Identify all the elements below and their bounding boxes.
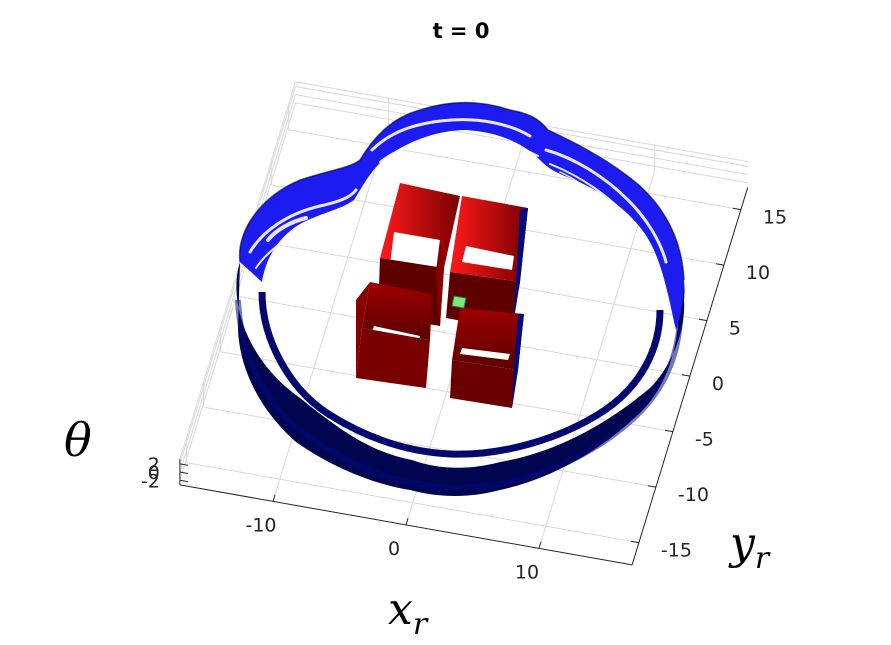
tube-outer-outline	[238, 101, 685, 281]
obstacle-4	[450, 308, 524, 408]
x-tick	[405, 518, 409, 526]
z-tick-labels: 20-2	[141, 454, 160, 492]
grid-line	[538, 170, 656, 549]
z-tick	[179, 463, 188, 466]
y-tick-label: -5	[695, 429, 714, 451]
y-tick-label: 0	[712, 373, 724, 395]
y-tick	[732, 207, 741, 211]
y-tick	[715, 263, 724, 266]
obstacles	[356, 183, 528, 408]
x-tick-label: -10	[245, 514, 276, 536]
y-tick	[664, 429, 673, 433]
x-tick	[538, 541, 542, 549]
y-tick-label: 10	[746, 262, 770, 284]
x-axis-label: xr	[388, 584, 429, 642]
z-tick-label: 0	[148, 462, 160, 484]
y-axis-label: yr	[728, 518, 771, 576]
tube-side-band	[236, 256, 685, 496]
reachable-set-tube	[235, 101, 685, 496]
y-tick	[630, 540, 639, 544]
tube-inner-rim	[258, 291, 664, 458]
y-tick-label: -15	[661, 540, 692, 562]
y-tick	[647, 485, 656, 488]
target	[451, 295, 467, 309]
y-tick	[681, 374, 690, 377]
y-tick-labels: 15 10 5 0 -5 -10 -15	[661, 207, 787, 562]
y-tick-label: 15	[763, 207, 787, 229]
x-tick	[272, 494, 276, 502]
y-tick-label: -10	[678, 484, 709, 506]
z-tick	[179, 479, 188, 483]
box-edge	[179, 81, 296, 460]
z-tick	[179, 471, 188, 474]
z-axis-label: θ	[64, 413, 92, 467]
axes	[179, 187, 749, 566]
z-tick-label: 2	[148, 454, 160, 476]
obstacle-2	[446, 196, 528, 330]
tube-side-shade	[235, 299, 683, 491]
y-tick	[698, 318, 707, 322]
y-tick-label: 5	[729, 318, 741, 340]
chart-title: t = 0	[433, 19, 490, 43]
x-tick-label: 0	[388, 538, 400, 560]
x-tick-labels: -10 0 10	[245, 514, 539, 583]
obstacle-3	[356, 282, 432, 388]
tube-highlights	[248, 118, 668, 269]
x-tick-label: 10	[515, 561, 539, 583]
z-tick-label: -2	[141, 470, 160, 492]
